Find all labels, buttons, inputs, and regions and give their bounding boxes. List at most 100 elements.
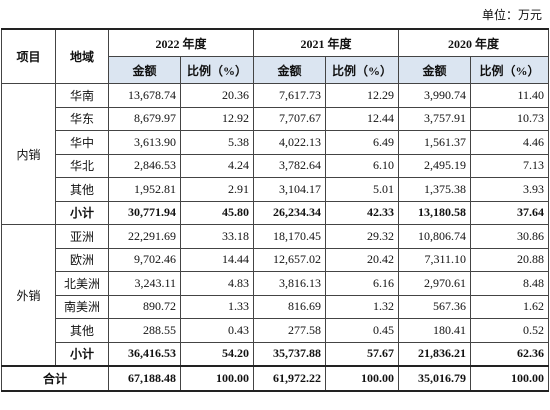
cell: 14.44 <box>179 247 255 272</box>
sales-table: 项目 地域 2022 年度 2021 年度 2020 年度 金额 比例（%） 金额 比例（… <box>1 28 550 392</box>
cell: 1.62 <box>470 294 550 319</box>
cell: 4.24 <box>179 153 255 178</box>
cell: 2,970.61 <box>398 271 472 296</box>
cell: 18,170.45 <box>253 224 327 249</box>
cell: 10.73 <box>470 106 550 131</box>
cell: 12.29 <box>325 83 400 108</box>
cell: 20.42 <box>325 247 400 272</box>
cell: 1,561.37 <box>398 130 472 155</box>
cell: 35,737.88 <box>253 341 327 367</box>
subtotal-label: 小计 <box>55 200 109 225</box>
cell: 42.33 <box>325 200 400 225</box>
row: 南美洲 890.72 1.33 816.69 1.32 567.36 1.62 <box>2 294 550 319</box>
cell: 12,657.02 <box>253 247 327 272</box>
cell: 277.58 <box>253 318 327 343</box>
cell: 54.20 <box>179 341 255 367</box>
cell: 45.80 <box>179 200 255 225</box>
cell: 180.41 <box>398 318 472 343</box>
cell: 3,613.90 <box>108 130 181 155</box>
cell: 4.46 <box>470 130 550 155</box>
cell: 3,243.11 <box>108 271 181 296</box>
cell: 100.00 <box>179 365 255 392</box>
cell: 3.93 <box>470 177 550 202</box>
cell: 21,836.21 <box>398 341 472 367</box>
region: 华东 <box>55 106 109 131</box>
header-cell: 地域 <box>55 28 109 84</box>
year-header: 2020 年度 <box>398 28 550 57</box>
subtotal-row: 小计 30,771.94 45.80 26,234.34 42.33 13,180.58 3… <box>2 200 550 225</box>
row: 内销 华南 13,678.74 20.36 7,617.73 12.29 3,990.74 1… <box>1 83 550 225</box>
row: 华北 2,846.53 4.24 3,782.64 6.10 2,495.19 7.13 <box>2 153 550 178</box>
cell: 0.52 <box>470 318 550 343</box>
row: 华中 3,613.90 5.38 4,022.13 6.49 1,561.37 4.46 <box>2 130 550 155</box>
cell: 6.49 <box>325 130 400 155</box>
header-cell: 比例（%） <box>325 56 400 84</box>
cell: 2.91 <box>179 177 255 202</box>
cell: 20.36 <box>179 83 255 108</box>
cell: 4.83 <box>179 271 255 296</box>
header-cell: 金额 <box>108 56 181 84</box>
cell: 3,990.74 <box>398 83 472 108</box>
year-header: 2022 年度 <box>107 28 255 57</box>
cell: 100.00 <box>325 365 400 392</box>
cell: 7,311.10 <box>398 247 472 272</box>
cell: 11.40 <box>470 83 550 108</box>
cell: 9,702.46 <box>108 247 181 272</box>
group-label: 内销 <box>1 83 56 225</box>
cell: 8,679.97 <box>108 106 181 131</box>
region: 华南 <box>55 83 109 108</box>
region: 亚洲 <box>55 224 109 249</box>
cell: 13,678.74 <box>108 83 181 108</box>
subtotal-row: 小计 36,416.53 54.20 35,737.88 57.67 21,836.21 6… <box>2 341 550 367</box>
row: 北美洲 3,243.11 4.83 3,816.13 6.16 2,970.61 8.48 <box>2 271 550 296</box>
header-cell: 比例（%） <box>470 56 550 84</box>
group-label: 外销 <box>1 224 56 367</box>
cell: 6.10 <box>325 153 400 178</box>
row: 其他 1,952.81 2.91 3,104.17 5.01 1,375.38 3.93 <box>2 177 550 202</box>
cell: 35,016.79 <box>398 365 472 392</box>
cell: 30,771.94 <box>108 200 181 225</box>
cell: 36,416.53 <box>108 341 181 367</box>
cell: 26,234.34 <box>253 200 327 225</box>
cell: 4,022.13 <box>253 130 327 155</box>
cell: 61,972.22 <box>253 365 327 392</box>
cell: 62.36 <box>470 341 550 367</box>
row: 欧洲 9,702.46 14.44 12,657.02 20.42 7,311.10 20.… <box>2 247 550 272</box>
cell: 30.86 <box>470 224 550 249</box>
cell: 37.64 <box>470 200 550 225</box>
cell: 5.01 <box>325 177 400 202</box>
cell: 1.32 <box>325 294 400 319</box>
cell: 57.67 <box>325 341 400 367</box>
cell: 20.88 <box>470 247 550 272</box>
cell: 5.38 <box>179 130 255 155</box>
cell: 3,104.17 <box>253 177 327 202</box>
region: 其他 <box>55 177 109 202</box>
cell: 100.00 <box>470 365 550 392</box>
region: 欧洲 <box>55 247 109 272</box>
cell: 1.33 <box>179 294 255 319</box>
cell: 10,806.74 <box>398 224 472 249</box>
region: 南美洲 <box>55 294 109 319</box>
region: 其他 <box>55 318 109 343</box>
unit-note: 单位：万元 <box>481 8 542 22</box>
header-cell: 比例（%） <box>179 56 255 84</box>
cell: 8.48 <box>470 271 550 296</box>
total-row: 合计 67,188.48 100.00 61,972.22 100.00 35,016.7… <box>1 365 550 392</box>
cell: 567.36 <box>398 294 472 319</box>
cell: 890.72 <box>108 294 181 319</box>
row: 外销 亚洲 22,291.69 33.18 18,170.45 29.32 10,806.7… <box>1 224 550 367</box>
region: 北美洲 <box>55 271 109 296</box>
cell: 67,188.48 <box>108 365 181 392</box>
header-cell: 金额 <box>253 56 327 84</box>
region: 华中 <box>55 130 109 155</box>
cell: 288.55 <box>108 318 181 343</box>
row: 其他 288.55 0.43 277.58 0.45 180.41 0.52 <box>2 318 550 343</box>
cell: 3,757.91 <box>398 106 472 131</box>
cell: 12.44 <box>325 106 400 131</box>
cell: 12.92 <box>179 106 255 131</box>
cell: 816.69 <box>253 294 327 319</box>
cell: 2,495.19 <box>398 153 472 178</box>
region: 华北 <box>55 153 109 178</box>
cell: 6.16 <box>325 271 400 296</box>
